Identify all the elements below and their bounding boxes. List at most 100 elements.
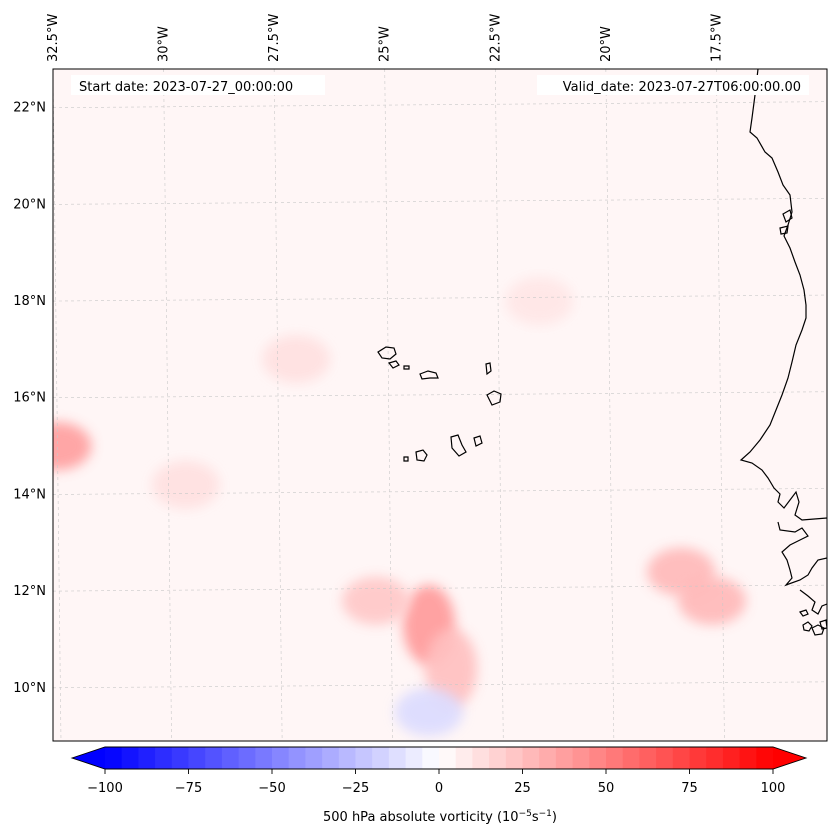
colorbar-cell bbox=[555, 747, 573, 769]
gambia-casamance-coast bbox=[777, 521, 827, 587]
colorbar-tick-label: −25 bbox=[342, 781, 369, 796]
colorbar-cell bbox=[756, 747, 774, 769]
colorbar-tick-label: 25 bbox=[514, 781, 531, 796]
latitude-label: 10°N bbox=[13, 681, 46, 696]
bijagos-island-2 bbox=[802, 621, 813, 632]
colorbar-extend-min bbox=[72, 747, 105, 769]
bijagos-island-4 bbox=[819, 619, 827, 630]
vorticity-blob bbox=[505, 277, 574, 326]
longitude-label: 20°W bbox=[599, 26, 614, 62]
colorbar-tick-label: −50 bbox=[258, 781, 285, 796]
island-santiago bbox=[450, 434, 467, 457]
colorbar-cell bbox=[706, 747, 724, 769]
colorbar-extend-max bbox=[773, 747, 806, 769]
island-brava bbox=[403, 456, 409, 462]
guinea-bissau-coast bbox=[799, 589, 827, 615]
longitude-gridline bbox=[494, 69, 504, 741]
vorticity-blob bbox=[262, 335, 331, 384]
bijagos-island-1 bbox=[799, 609, 809, 617]
island-fogo bbox=[415, 449, 428, 462]
vorticity-blob bbox=[151, 460, 220, 509]
island-sao-vicente bbox=[387, 360, 400, 369]
longitude-label: 25°W bbox=[378, 26, 393, 62]
vorticity-blob bbox=[53, 422, 92, 471]
longitude-label: 32.5°W bbox=[46, 14, 61, 62]
colorbar-tick-label: −75 bbox=[175, 781, 202, 796]
island-sal bbox=[485, 362, 492, 376]
colorbar-cell bbox=[305, 747, 323, 769]
colorbar-cell bbox=[539, 747, 557, 769]
map-panel: Start date: 2023-07-27_00:00:00 Valid_da… bbox=[52, 68, 828, 742]
map-frame bbox=[52, 68, 828, 742]
vorticity-field bbox=[53, 277, 747, 736]
coast-islet bbox=[782, 209, 793, 223]
vorticity-blob bbox=[341, 576, 410, 625]
colorbar-cell bbox=[739, 747, 757, 769]
colorbar-cell bbox=[272, 747, 290, 769]
colorbar-cell bbox=[439, 747, 457, 769]
island-maio bbox=[473, 435, 483, 447]
island-santa-luzia bbox=[403, 365, 410, 370]
vorticity-blob bbox=[394, 687, 463, 736]
latitude-label: 18°N bbox=[13, 294, 46, 309]
latitude-label: 12°N bbox=[13, 584, 46, 599]
colorbar-cell bbox=[722, 747, 740, 769]
colorbar-tick-label: 50 bbox=[598, 781, 615, 796]
colorbar-cell bbox=[656, 747, 674, 769]
longitude-label: 27.5°W bbox=[267, 14, 282, 62]
colorbar-cell bbox=[288, 747, 306, 769]
colorbar-cell bbox=[238, 747, 256, 769]
colorbar-cell bbox=[489, 747, 507, 769]
africa-coastline bbox=[739, 69, 827, 521]
island-santo-antao bbox=[377, 346, 397, 360]
colorbar-cell bbox=[188, 747, 206, 769]
colorbar-cells bbox=[105, 747, 774, 769]
colorbar-ticks: −100 −75 −50 −25 0 25 50 75 100 bbox=[87, 769, 785, 796]
colorbar-cell bbox=[322, 747, 340, 769]
coastline bbox=[739, 69, 827, 636]
colorbar-cell bbox=[422, 747, 440, 769]
colorbar-cell bbox=[171, 747, 189, 769]
longitude-gridline bbox=[384, 69, 394, 741]
colorbar-cell bbox=[105, 747, 123, 769]
colorbar-cell bbox=[121, 747, 139, 769]
colorbar-cell bbox=[472, 747, 490, 769]
colorbar-label: 500 hPa absolute vorticity (10−5s−1) bbox=[323, 809, 557, 825]
longitude-label: 22.5°W bbox=[488, 14, 503, 62]
colorbar-cell bbox=[405, 747, 423, 769]
cape-verde-islands bbox=[377, 346, 502, 462]
latitude-label: 14°N bbox=[13, 487, 46, 502]
latitude-label: 22°N bbox=[13, 101, 46, 116]
colorbar-cell bbox=[355, 747, 373, 769]
longitude-gridline bbox=[716, 69, 725, 741]
colorbar-cell bbox=[672, 747, 690, 769]
longitude-label: 30°W bbox=[157, 26, 172, 62]
longitude-gridline bbox=[273, 69, 283, 741]
colorbar-cell bbox=[372, 747, 390, 769]
longitude-gridline bbox=[163, 69, 172, 741]
colorbar-cell bbox=[606, 747, 624, 769]
latitude-labels: 22°N 20°N 18°N 16°N 14°N 12°N 10°N bbox=[13, 101, 46, 696]
colorbar-cell bbox=[505, 747, 523, 769]
valid-date-box bbox=[537, 75, 809, 95]
island-boa-vista bbox=[486, 390, 502, 406]
gridlines bbox=[53, 69, 827, 741]
vorticity-blob bbox=[678, 576, 747, 625]
latitude-label: 20°N bbox=[13, 197, 46, 212]
colorbar-cell bbox=[388, 747, 406, 769]
colorbar-tick-label: 75 bbox=[681, 781, 698, 796]
coast-islet-2 bbox=[779, 225, 789, 235]
longitude-gridline bbox=[605, 69, 615, 741]
colorbar-cell bbox=[338, 747, 356, 769]
vorticity-blob bbox=[425, 628, 478, 709]
start-date-label: Start date: 2023-07-27_00:00:00 bbox=[79, 80, 293, 95]
colorbar-cell bbox=[205, 747, 223, 769]
colorbar-cell bbox=[455, 747, 473, 769]
start-date-box bbox=[71, 75, 325, 95]
latitude-label: 16°N bbox=[13, 391, 46, 406]
bijagos-island-3 bbox=[811, 624, 825, 636]
colorbar-cell bbox=[639, 747, 657, 769]
colorbar-tick-label: 100 bbox=[761, 781, 786, 796]
colorbar-cell bbox=[622, 747, 640, 769]
colorbar-tick-label: −100 bbox=[87, 781, 123, 796]
